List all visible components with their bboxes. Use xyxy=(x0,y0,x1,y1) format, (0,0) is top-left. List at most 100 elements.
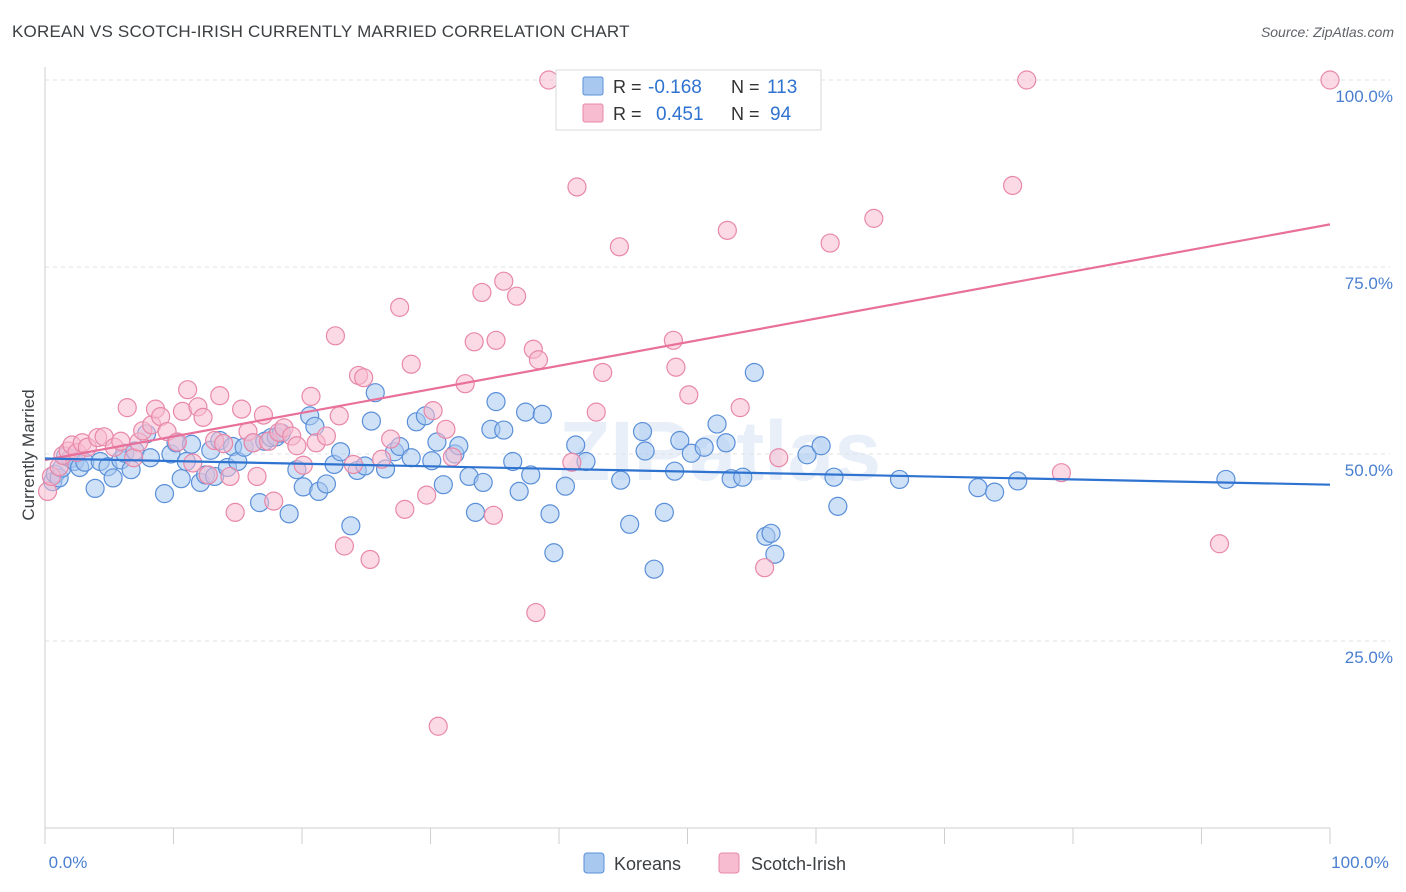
y-tick-label: 100.0% xyxy=(1335,87,1393,106)
data-point xyxy=(354,368,374,388)
trend-line-scotch-irish xyxy=(44,223,1331,462)
legend-n-label: N = xyxy=(731,104,760,124)
series-scotch-irish xyxy=(37,70,1340,736)
data-point xyxy=(193,407,213,427)
legend-n-label: N = xyxy=(731,77,760,97)
data-point xyxy=(1216,469,1236,490)
data-point xyxy=(330,442,351,462)
data-point xyxy=(428,716,448,736)
data-point xyxy=(503,451,523,472)
data-point xyxy=(494,420,514,440)
data-point xyxy=(381,429,401,449)
data-point xyxy=(178,380,198,400)
data-point xyxy=(670,430,690,451)
data-point xyxy=(401,354,421,374)
data-point xyxy=(889,469,910,490)
data-point xyxy=(465,502,486,522)
legend-n-value: 94 xyxy=(770,104,792,125)
data-point xyxy=(593,362,613,383)
legend-label-scotch-irish: Scotch-Irish xyxy=(751,854,846,874)
stats-legend: R = -0.168 N = 113 R = 0.451 N = 94 xyxy=(555,69,822,131)
data-point xyxy=(423,401,443,421)
y-tick-labels: 25.0% 50.0% 75.0% 100.0% xyxy=(1335,87,1393,667)
data-point xyxy=(555,476,576,496)
data-point xyxy=(620,514,640,534)
legend-swatch-scotch-irish xyxy=(582,103,604,123)
data-point xyxy=(361,411,381,431)
data-point xyxy=(264,491,284,511)
data-point xyxy=(532,404,552,424)
data-point xyxy=(539,70,559,90)
data-point xyxy=(436,419,456,439)
data-point xyxy=(567,177,587,197)
data-point xyxy=(293,455,313,475)
data-point xyxy=(473,472,493,493)
trend-lines xyxy=(44,223,1331,486)
data-point xyxy=(754,558,775,578)
data-point xyxy=(820,233,840,253)
legend-swatch-scotch-irish xyxy=(718,852,740,874)
data-point xyxy=(864,208,884,228)
y-tick-label: 25.0% xyxy=(1345,648,1393,667)
data-point xyxy=(811,436,831,456)
data-point xyxy=(679,385,699,405)
data-point xyxy=(744,362,764,383)
data-point xyxy=(395,499,415,519)
data-point xyxy=(566,435,586,455)
data-point xyxy=(707,414,727,434)
data-point xyxy=(506,286,527,306)
y-axis-label: Currently Married xyxy=(19,389,38,520)
data-point xyxy=(769,448,789,468)
data-point xyxy=(1209,534,1230,554)
data-point xyxy=(483,505,504,525)
series-legend: Koreans Scotch-Irish xyxy=(583,852,846,874)
data-point xyxy=(247,466,267,487)
data-point xyxy=(654,502,674,522)
data-point xyxy=(609,237,629,257)
data-point xyxy=(486,392,506,412)
data-point xyxy=(329,406,349,426)
data-point xyxy=(365,383,385,403)
data-point xyxy=(1008,471,1028,491)
legend-r-value: -0.168 xyxy=(648,77,702,98)
data-point xyxy=(401,448,421,468)
data-point xyxy=(1051,463,1072,483)
data-point xyxy=(287,436,307,456)
data-point xyxy=(214,433,234,454)
data-point xyxy=(232,399,252,419)
legend-label-koreans: Koreans xyxy=(614,854,681,874)
data-point xyxy=(220,466,240,487)
data-point xyxy=(509,481,529,501)
data-point xyxy=(472,282,492,303)
data-point xyxy=(183,453,203,473)
data-point xyxy=(417,485,437,505)
data-point xyxy=(117,398,137,418)
data-point xyxy=(540,504,560,524)
data-point xyxy=(730,398,750,418)
gridlines xyxy=(45,79,1390,642)
data-point xyxy=(198,465,218,485)
data-point xyxy=(733,467,753,487)
data-point xyxy=(635,441,655,461)
data-point xyxy=(442,447,462,467)
data-point xyxy=(372,449,392,469)
data-point xyxy=(544,543,564,563)
data-point xyxy=(562,452,582,472)
data-point xyxy=(765,544,785,564)
data-point xyxy=(586,402,606,422)
trend-line-koreans xyxy=(44,457,1331,486)
data-point xyxy=(824,467,844,487)
data-point xyxy=(360,549,380,570)
data-point xyxy=(140,448,160,468)
data-point xyxy=(171,469,191,489)
chart-title: KOREAN VS SCOTCH-IRISH CURRENTLY MARRIED… xyxy=(12,22,630,41)
data-point xyxy=(103,468,123,488)
data-point xyxy=(85,478,105,499)
y-tick-label: 50.0% xyxy=(1345,461,1393,480)
data-point xyxy=(316,426,337,446)
data-point xyxy=(1017,70,1037,90)
data-point xyxy=(632,421,653,442)
data-point xyxy=(717,220,737,240)
data-point xyxy=(1320,70,1340,90)
